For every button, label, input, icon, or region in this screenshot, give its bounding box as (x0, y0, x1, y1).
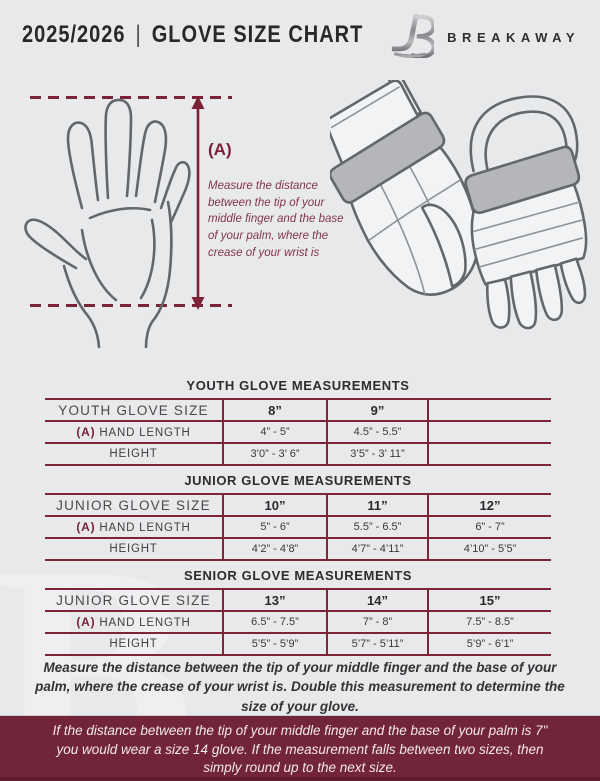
hand-length-cell: 4.5” - 5.5” (326, 420, 428, 444)
size-cell: 12” (427, 493, 551, 517)
senior-size-table: JUNIOR GLOVE SIZE 13” 14” 15” (A) HAND LE… (45, 588, 551, 656)
measurement-arrow (191, 96, 205, 310)
table-row: JUNIOR GLOVE SIZE 10” 11” 12” (45, 493, 551, 517)
senior-table-title: SENIOR GLOVE MEASUREMENTS (183, 568, 413, 583)
hand-illustration (24, 98, 191, 348)
hand-length-label: (A) HAND LENGTH (45, 610, 223, 634)
junior-table-block: JUNIOR GLOVE MEASUREMENTS JUNIOR GLOVE S… (45, 473, 551, 561)
hockey-gloves-illustration (330, 80, 588, 330)
title-divider: | (135, 22, 142, 48)
height-cell: 4’10” - 5’5” (427, 537, 551, 561)
hand-length-cell (427, 420, 551, 444)
junior-table-title: JUNIOR GLOVE MEASUREMENTS (184, 473, 412, 488)
table-row: HEIGHT 5’5” - 5’9” 5’7” - 5’11” 5’9” - 6… (45, 632, 551, 656)
size-row-label: JUNIOR GLOVE SIZE (45, 493, 223, 517)
youth-size-table: YOUTH GLOVE SIZE 8” 9” (A) HAND LENGTH 4”… (45, 398, 551, 466)
table-row: (A) HAND LENGTH 6.5” - 7.5” 7” - 8” 7.5” … (45, 610, 551, 634)
table-row: HEIGHT 4’2” - 4’8” 4’7” - 4’11” 4’10” - … (45, 537, 551, 561)
point-a-label: (A) (208, 140, 232, 159)
height-cell: 5’9” - 6’1” (427, 632, 551, 656)
brand-block: BREAKAWAY (390, 12, 580, 63)
height-label: HEIGHT (45, 442, 223, 466)
hand-length-cell: 5.5” - 6.5” (326, 515, 428, 539)
table-row: HEIGHT 3’0” - 3’ 6” 3’5” - 3’ 11” (45, 442, 551, 466)
senior-table-block: SENIOR GLOVE MEASUREMENTS JUNIOR GLOVE S… (45, 568, 551, 656)
height-label: HEIGHT (45, 537, 223, 561)
height-cell: 5’5” - 5’9” (222, 632, 327, 656)
hand-length-cell: 6” - 7” (427, 515, 551, 539)
height-cell: 4’2” - 4’8” (222, 537, 327, 561)
hand-length-cell: 7” - 8” (326, 610, 428, 634)
a-prefix: (A) (76, 425, 96, 439)
size-cell: 15” (427, 588, 551, 612)
hand-length-cell: 6.5” - 7.5” (222, 610, 327, 634)
size-cell: 10” (222, 493, 327, 517)
hand-length-cell: 5” - 6” (222, 515, 327, 539)
height-cell (427, 442, 551, 466)
height-cell: 3’0” - 3’ 6” (222, 442, 327, 466)
measure-instruction: Measure the distance between the tip of … (208, 180, 344, 259)
height-label: HEIGHT (45, 632, 223, 656)
table-row: YOUTH GLOVE SIZE 8” 9” (45, 398, 551, 422)
hand-length-cell: 4” - 5” (222, 420, 327, 444)
season-label: 2025/2026 (22, 22, 126, 48)
size-tables-section: YOUTH GLOVE MEASUREMENTS YOUTH GLOVE SIZ… (45, 378, 551, 663)
youth-table-title: YOUTH GLOVE MEASUREMENTS (186, 378, 410, 393)
hand-length-cell: 7.5” - 8.5” (427, 610, 551, 634)
height-cell: 5’7” - 5’11” (326, 632, 428, 656)
height-cell: 3’5” - 3’ 11” (326, 442, 428, 466)
youth-table-block: YOUTH GLOVE MEASUREMENTS YOUTH GLOVE SIZ… (45, 378, 551, 466)
hand-length-label: (A) HAND LENGTH (45, 515, 223, 539)
size-cell: 8” (222, 398, 327, 422)
junior-size-table: JUNIOR GLOVE SIZE 10” 11” 12” (A) HAND LE… (45, 493, 551, 561)
breakaway-logo-icon (390, 12, 436, 63)
table-row: JUNIOR GLOVE SIZE 13” 14” 15” (45, 588, 551, 612)
page-title: 2025/2026 | GLOVE SIZE CHART (22, 22, 363, 49)
table-row: (A) HAND LENGTH 4” - 5” 4.5” - 5.5” (45, 420, 551, 444)
brand-name: BREAKAWAY (447, 30, 580, 45)
size-cell: 11” (326, 493, 428, 517)
hand-length-label: (A) HAND LENGTH (45, 420, 223, 444)
top-dashed-line (30, 96, 232, 99)
chart-title: GLOVE SIZE CHART (151, 22, 364, 48)
bottom-banner: If the distance between the tip of your … (0, 716, 600, 781)
a-prefix: (A) (76, 520, 96, 534)
size-cell: 9” (326, 398, 428, 422)
banner-text: If the distance between the tip of your … (52, 723, 548, 776)
size-cell: 13” (222, 588, 327, 612)
table-row: (A) HAND LENGTH 5” - 6” 5.5” - 6.5” 6” - … (45, 515, 551, 539)
hand-length-text: HAND LENGTH (99, 427, 191, 439)
sizing-instruction-text: Measure the distance between the tip of … (35, 660, 565, 714)
size-row-label: JUNIOR GLOVE SIZE (45, 588, 223, 612)
hand-length-text: HAND LENGTH (99, 617, 191, 629)
banner-bottom-strip (0, 777, 600, 781)
a-prefix: (A) (76, 615, 96, 629)
height-cell: 4’7” - 4’11” (326, 537, 428, 561)
size-cell (427, 398, 551, 422)
bottom-dashed-line (30, 304, 232, 307)
size-cell: 14” (326, 588, 428, 612)
size-row-label: YOUTH GLOVE SIZE (45, 398, 223, 422)
hand-length-text: HAND LENGTH (99, 522, 191, 534)
